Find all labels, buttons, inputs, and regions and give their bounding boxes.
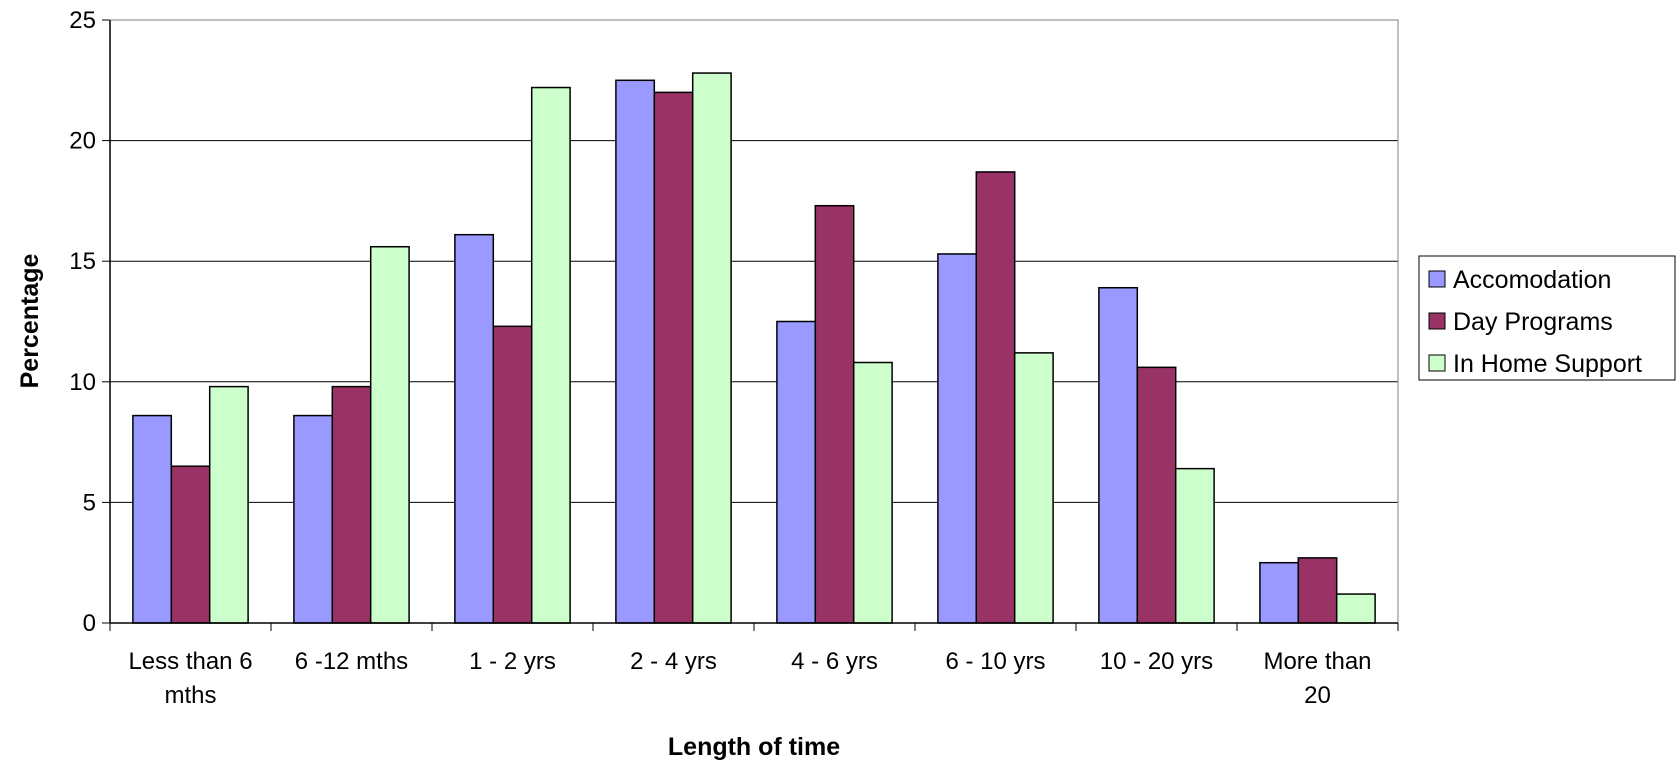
x-tick-label: mths xyxy=(164,682,216,709)
legend-swatch-accomodation xyxy=(1428,270,1446,288)
bar-in-home-support xyxy=(691,72,732,624)
bar-day-programs xyxy=(1297,557,1338,624)
x-tick-label: More than xyxy=(1263,648,1371,675)
bar-in-home-support xyxy=(1335,593,1376,624)
bar-day-programs xyxy=(331,385,372,624)
x-tick-label: 2 - 4 yrs xyxy=(630,648,717,675)
bar-in-home-support xyxy=(1013,352,1054,624)
bar-day-programs xyxy=(170,465,211,624)
bar-in-home-support xyxy=(208,385,249,624)
x-tick-label: 6 -12 mths xyxy=(295,648,408,675)
bar-day-programs xyxy=(1136,366,1177,624)
x-tick-label: Less than 6 xyxy=(128,648,252,675)
x-tick-label: 10 - 20 yrs xyxy=(1100,648,1213,675)
bar-accomodation xyxy=(293,414,334,624)
x-axis-title: Length of time xyxy=(668,733,840,761)
bar-in-home-support xyxy=(852,361,893,624)
bar-accomodation xyxy=(454,233,495,624)
x-tick-label: 6 - 10 yrs xyxy=(945,648,1045,675)
bars xyxy=(132,72,1376,624)
y-tick-label: 0 xyxy=(83,610,96,637)
x-tick-label: 1 - 2 yrs xyxy=(469,648,556,675)
bar-in-home-support xyxy=(1174,467,1215,624)
bar-day-programs xyxy=(975,171,1016,624)
x-tick-label: 4 - 6 yrs xyxy=(791,648,878,675)
legend-label-day-programs: Day Programs xyxy=(1453,308,1613,336)
y-tick-label: 10 xyxy=(69,369,96,396)
bar-accomodation xyxy=(132,414,173,624)
legend-label-accomodation: Accomodation xyxy=(1453,266,1611,294)
bar-day-programs xyxy=(653,91,694,624)
y-tick-label: 5 xyxy=(83,489,96,516)
bar-accomodation xyxy=(1259,561,1300,624)
y-axis-title: Percentage xyxy=(16,254,44,389)
bar-day-programs xyxy=(814,204,855,624)
bar-in-home-support xyxy=(369,245,410,624)
axes: 0 5 10 15 20 25 Less than 6 mths 6 -12 mths 1 - 2… xyxy=(69,7,1399,709)
bar-accomodation xyxy=(937,253,978,624)
y-tick-label: 15 xyxy=(69,248,96,275)
legend: Accomodation Day Programs In Home Suppor… xyxy=(1418,255,1676,381)
legend-swatch-in-home-support xyxy=(1428,354,1446,372)
y-tick-label: 25 xyxy=(69,7,96,34)
y-tick-label: 20 xyxy=(69,128,96,155)
bar-accomodation xyxy=(615,79,656,624)
legend-swatch-day-programs xyxy=(1428,312,1446,330)
bar-day-programs xyxy=(492,325,533,624)
legend-box xyxy=(1418,255,1676,381)
bar-in-home-support xyxy=(530,86,571,624)
bar-accomodation xyxy=(776,320,817,624)
x-tick-label: 20 xyxy=(1304,682,1331,709)
bar-accomodation xyxy=(1098,286,1139,624)
legend-label-in-home-support: In Home Support xyxy=(1453,350,1642,378)
